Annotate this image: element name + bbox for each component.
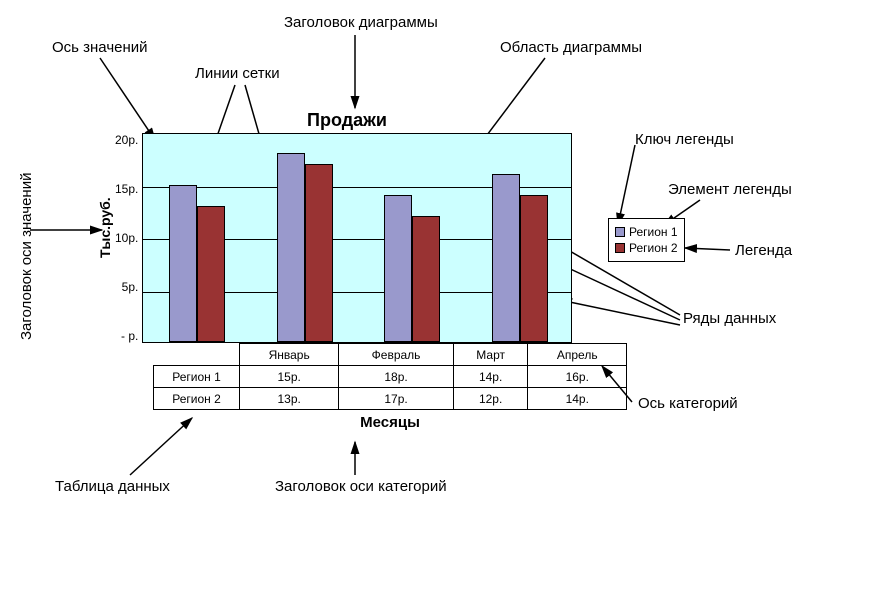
- legend-swatch: [615, 243, 625, 253]
- legend-swatch: [615, 227, 625, 237]
- bar: [412, 216, 440, 342]
- chart-container: Продажи Тыс.руб. 20р. 15р. 10р. 5р. - р.…: [97, 110, 597, 431]
- series-name-cell: Регион 1: [154, 366, 240, 388]
- value-cell: 12р.: [453, 388, 528, 410]
- y-tick-label: - р.: [115, 329, 138, 343]
- y-axis-labels: 20р. 15р. 10р. 5р. - р.: [113, 133, 142, 343]
- legend-box: Регион 1 Регион 2: [608, 218, 685, 262]
- annotation-value-axis-title: Заголовок оси значений: [18, 173, 35, 340]
- value-cell: 16р.: [528, 366, 627, 388]
- bar: [197, 206, 225, 343]
- legend-item: Регион 1: [615, 225, 678, 239]
- legend-item: Регион 2: [615, 241, 678, 255]
- legend-label: Регион 2: [629, 241, 678, 255]
- category-cell: Март: [453, 344, 528, 366]
- bar: [520, 195, 548, 342]
- category-cell: Февраль: [339, 344, 453, 366]
- annotation-legend-item: Элемент легенды: [668, 181, 792, 198]
- value-cell: 14р.: [528, 388, 627, 410]
- value-cell: 18р.: [339, 366, 453, 388]
- annotation-data-table: Таблица данных: [55, 478, 170, 495]
- annotation-category-axis: Ось категорий: [638, 395, 738, 412]
- annotation-gridlines: Линии сетки: [195, 65, 280, 82]
- table-row: Регион 2 13р. 17р. 12р. 14р.: [154, 388, 627, 410]
- value-cell: 17р.: [339, 388, 453, 410]
- y-tick-label: 5р.: [115, 280, 138, 294]
- bar: [277, 153, 305, 342]
- legend-label: Регион 1: [629, 225, 678, 239]
- bar: [169, 185, 197, 343]
- value-cell: 14р.: [453, 366, 528, 388]
- table-row-categories: Январь Февраль Март Апрель: [154, 344, 627, 366]
- annotation-legend-key: Ключ легенды: [635, 131, 734, 148]
- annotation-chart-area: Область диаграммы: [500, 39, 642, 56]
- category-cell: Январь: [240, 344, 339, 366]
- bar: [384, 195, 412, 342]
- y-tick-label: 15р.: [115, 182, 138, 196]
- category-cell: Апрель: [528, 344, 627, 366]
- x-axis-title: Месяцы: [153, 414, 627, 431]
- table-row: Регион 1 15р. 18р. 14р. 16р.: [154, 366, 627, 388]
- annotation-category-axis-title: Заголовок оси категорий: [275, 478, 447, 495]
- value-cell: 13р.: [240, 388, 339, 410]
- annotation-chart-title: Заголовок диаграммы: [284, 14, 438, 31]
- value-cell: 15р.: [240, 366, 339, 388]
- annotation-data-series: Ряды данных: [683, 310, 776, 327]
- data-table: Январь Февраль Март Апрель Регион 1 15р.…: [153, 343, 627, 410]
- y-axis-title: Тыс.руб.: [97, 133, 113, 343]
- bar: [492, 174, 520, 342]
- annotation-value-axis: Ось значений: [52, 39, 148, 56]
- y-tick-label: 20р.: [115, 133, 138, 147]
- series-name-cell: Регион 2: [154, 388, 240, 410]
- bar: [305, 164, 333, 343]
- plot-area: [142, 133, 572, 343]
- chart-title: Продажи: [97, 110, 597, 131]
- y-tick-label: 10р.: [115, 231, 138, 245]
- annotation-legend: Легенда: [735, 242, 792, 259]
